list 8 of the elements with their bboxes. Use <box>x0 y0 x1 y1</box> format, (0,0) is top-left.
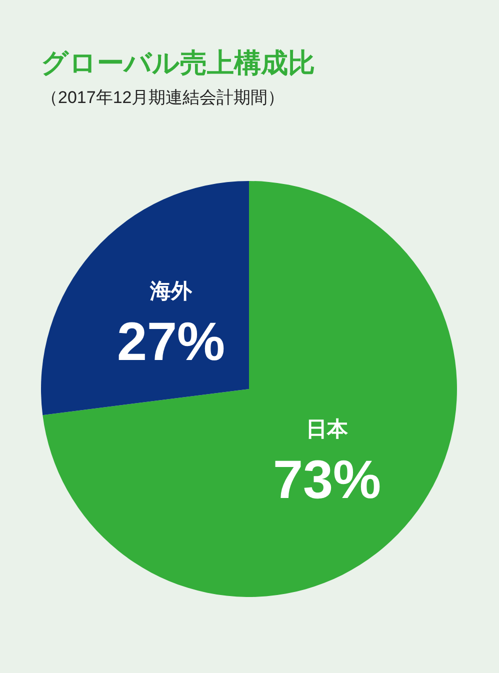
slice-label: 海外 <box>148 280 193 304</box>
chart-title: グローバル売上構成比 <box>41 48 315 78</box>
data-label: 27% <box>116 312 226 372</box>
slice-label: 日本 <box>306 418 350 441</box>
chart-subtitle: （2017年12月期連結会計期間） <box>41 88 285 107</box>
pie-slice <box>41 181 249 416</box>
data-label: 73% <box>272 450 382 510</box>
pie-slice <box>42 181 457 597</box>
